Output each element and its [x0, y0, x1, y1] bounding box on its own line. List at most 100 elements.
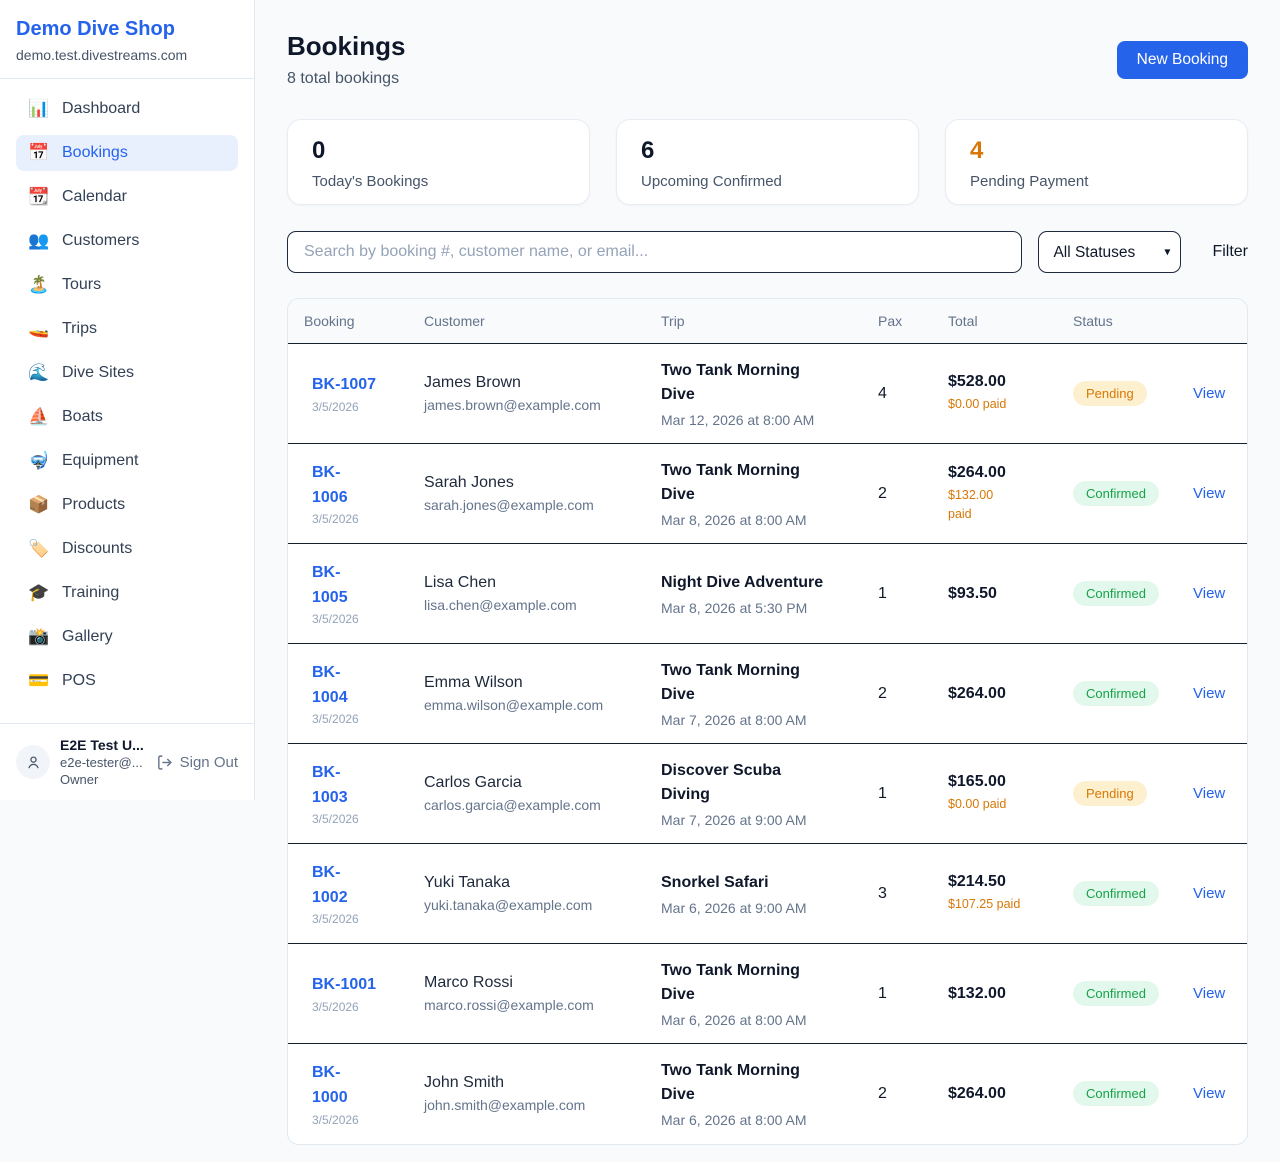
customer-email: john.smith@example.com	[424, 1097, 586, 1114]
sidebar-item-discounts[interactable]: 🏷️ Discounts	[16, 531, 238, 567]
table-row: BK- 1002 3/5/2026 Yuki Tanaka yuki.tanak…	[288, 843, 1247, 944]
customer-name: James Brown	[424, 374, 521, 391]
trip-name: Night Dive Adventure	[661, 574, 824, 591]
table-header: Booking Customer Trip Pax Total Status	[288, 299, 1247, 344]
wave-icon: 🌊	[28, 363, 50, 382]
pax-count: 1	[878, 784, 887, 802]
bookings-table-card: Booking Customer Trip Pax Total Status B…	[287, 298, 1248, 1145]
sidebar-item-customers[interactable]: 👥 Customers	[16, 223, 238, 259]
booking-code-link[interactable]: BK- 1002	[312, 863, 348, 906]
trip-datetime: Mar 12, 2026 at 8:00 AM	[661, 412, 815, 428]
camera-icon: 📸	[28, 627, 50, 646]
customer-name: Emma Wilson	[424, 674, 523, 691]
sidebar-item-dive-sites[interactable]: 🌊 Dive Sites	[16, 355, 238, 391]
sidebar-item-label: Dive Sites	[62, 364, 135, 381]
filter-row: All Statuses ▾ Filter	[287, 231, 1248, 273]
view-link[interactable]: View	[1193, 984, 1226, 1002]
bookings-table: Booking Customer Trip Pax Total Status B…	[288, 299, 1247, 1144]
total-amount: $93.50	[948, 584, 997, 602]
pax-count: 2	[878, 1084, 887, 1102]
total-amount: $264.00	[948, 1084, 1006, 1102]
sidebar-item-products[interactable]: 📦 Products	[16, 487, 238, 523]
sidebar-item-label: Tours	[62, 276, 102, 293]
total-amount: $132.00	[948, 984, 1006, 1002]
booking-date: 3/5/2026	[312, 512, 359, 527]
booking-code-link[interactable]: BK- 1000	[312, 1063, 348, 1106]
trip-datetime: Mar 8, 2026 at 5:30 PM	[661, 600, 808, 616]
page-header: Bookings 8 total bookings New Booking	[287, 31, 1248, 88]
booking-date: 3/5/2026	[312, 812, 359, 827]
pax-count: 1	[878, 584, 887, 602]
sidebar-item-tours[interactable]: 🏝️ Tours	[16, 267, 238, 303]
status-select[interactable]: All Statuses	[1038, 231, 1182, 273]
sidebar-item-bookings[interactable]: 📅 Bookings	[16, 135, 238, 171]
sidebar-item-calendar[interactable]: 📆 Calendar	[16, 179, 238, 215]
sidebar-item-pos[interactable]: 💳 POS	[16, 663, 238, 699]
user-panel: E2E Test U... e2e-tester@... Owner Sign …	[0, 723, 254, 800]
status-badge: Confirmed	[1073, 881, 1159, 906]
sidebar-item-label: Calendar	[62, 188, 127, 205]
sidebar-item-equipment[interactable]: 🤿 Equipment	[16, 443, 238, 479]
brand-title[interactable]: Demo Dive Shop	[16, 18, 175, 40]
sidebar: Demo Dive Shop demo.test.divestreams.com…	[0, 0, 255, 800]
calendar-icon: 📅	[28, 143, 50, 162]
total-amount: $264.00	[948, 684, 1006, 702]
col-header-booking: Booking	[288, 299, 408, 344]
customer-email: lisa.chen@example.com	[424, 597, 577, 613]
sidebar-item-label: Training	[62, 584, 120, 601]
stats-row: 0 Today's Bookings 6 Upcoming Confirmed …	[287, 119, 1248, 205]
paid-amount: $132.00 paid	[948, 488, 994, 521]
booking-code-link[interactable]: BK-1007	[312, 376, 377, 394]
view-link[interactable]: View	[1193, 384, 1226, 402]
booking-code-link[interactable]: BK- 1004	[312, 663, 348, 706]
booking-date: 3/5/2026	[312, 612, 359, 627]
speedboat-icon: 🚤	[28, 319, 50, 338]
sidebar-item-label: Customers	[62, 232, 140, 249]
stat-value: 6	[641, 137, 655, 164]
package-icon: 📦	[28, 495, 50, 514]
view-link[interactable]: View	[1193, 884, 1226, 902]
filter-button[interactable]: Filter	[1212, 243, 1248, 260]
trip-datetime: Mar 8, 2026 at 8:00 AM	[661, 512, 807, 528]
tear-calendar-icon: 📆	[28, 187, 50, 206]
booking-code-link[interactable]: BK- 1006	[312, 463, 348, 506]
stat-card-upcoming-confirmed: 6 Upcoming Confirmed	[616, 119, 919, 205]
sidebar-item-label: Trips	[62, 320, 97, 337]
view-link[interactable]: View	[1193, 584, 1226, 602]
sidebar-item-label: POS	[62, 672, 96, 689]
trip-name: Snorkel Safari	[661, 874, 769, 891]
customer-name: Marco Rossi	[424, 974, 513, 991]
view-link[interactable]: View	[1193, 1084, 1226, 1102]
sidebar-item-trips[interactable]: 🚤 Trips	[16, 311, 238, 347]
status-badge: Confirmed	[1073, 581, 1159, 606]
paid-amount: $107.25 paid	[948, 897, 1021, 912]
booking-date: 3/5/2026	[312, 712, 359, 727]
status-select-wrap: All Statuses ▾	[1038, 231, 1182, 273]
view-link[interactable]: View	[1193, 784, 1226, 802]
sidebar-item-training[interactable]: 🎓 Training	[16, 575, 238, 611]
sign-out-button[interactable]: Sign Out	[156, 754, 238, 771]
view-link[interactable]: View	[1193, 484, 1226, 502]
paid-amount: $0.00 paid	[948, 797, 1007, 812]
booking-code-link[interactable]: BK- 1005	[312, 563, 348, 606]
trip-name: Two Tank Morning Dive	[661, 962, 800, 1003]
customer-email: marco.rossi@example.com	[424, 997, 594, 1013]
sidebar-item-gallery[interactable]: 📸 Gallery	[16, 619, 238, 655]
booking-code-link[interactable]: BK-1001	[312, 976, 377, 994]
page-subtitle: 8 total bookings	[287, 70, 400, 87]
stat-value: 4	[970, 137, 984, 164]
trip-datetime: Mar 6, 2026 at 8:00 AM	[661, 1112, 807, 1129]
sidebar-item-label: Dashboard	[62, 100, 141, 117]
customer-email: james.brown@example.com	[424, 397, 601, 413]
view-link[interactable]: View	[1193, 684, 1226, 702]
pax-count: 4	[878, 384, 887, 402]
sidebar-item-dashboard[interactable]: 📊 Dashboard	[16, 91, 238, 127]
booking-date: 3/5/2026	[312, 399, 359, 414]
booking-code-link[interactable]: BK- 1003	[312, 763, 348, 806]
sidebar-item-boats[interactable]: ⛵ Boats	[16, 399, 238, 435]
trip-name: Two Tank Morning Dive	[661, 1062, 800, 1104]
col-header-status: Status	[1057, 299, 1177, 344]
new-booking-button[interactable]: New Booking	[1116, 41, 1248, 79]
stat-card-pending-payment: 4 Pending Payment	[945, 119, 1248, 205]
search-input[interactable]	[287, 231, 1023, 273]
